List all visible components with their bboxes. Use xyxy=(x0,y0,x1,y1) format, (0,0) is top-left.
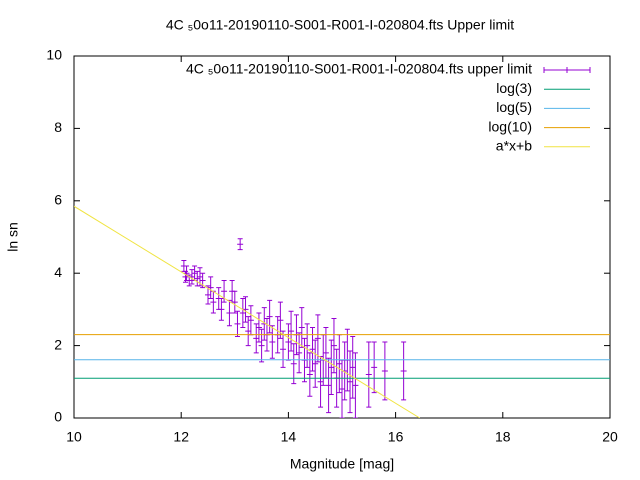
x-tick-label: 14 xyxy=(281,429,297,445)
error-bar xyxy=(182,270,189,283)
error-bar xyxy=(186,274,193,287)
error-bar xyxy=(314,314,321,363)
legend-label: log(5) xyxy=(496,99,532,115)
error-bar xyxy=(196,267,203,287)
error-bar xyxy=(371,341,378,394)
error-bar xyxy=(218,298,225,321)
error-bar xyxy=(352,352,359,418)
error-bar xyxy=(347,350,354,414)
error-bar xyxy=(309,327,316,372)
error-bar xyxy=(253,323,260,354)
x-tick-label: 10 xyxy=(66,429,82,445)
y-tick-label: 8 xyxy=(54,119,62,135)
legend-label: a*x+b xyxy=(496,138,532,154)
legend-label: 4C ₅0o11-20190110-S001-R001-I-020804.fts… xyxy=(186,61,532,77)
error-bar xyxy=(325,357,332,414)
error-bar xyxy=(296,332,303,374)
x-tick-label: 18 xyxy=(495,429,511,445)
error-bar xyxy=(304,323,311,368)
error-bar xyxy=(205,285,211,305)
error-bar xyxy=(226,299,233,327)
error-bar xyxy=(242,296,249,323)
x-axis-label: Magnitude [mag] xyxy=(290,456,394,472)
error-bar xyxy=(330,317,337,374)
error-bar xyxy=(400,341,407,401)
legend-label: log(10) xyxy=(488,118,532,134)
error-bar xyxy=(312,339,319,388)
error-bar xyxy=(328,339,335,395)
error-bar xyxy=(188,269,195,285)
x-tick-label: 20 xyxy=(602,429,618,445)
error-bar xyxy=(341,341,348,401)
y-tick-label: 10 xyxy=(46,47,62,63)
error-bar xyxy=(280,330,287,368)
error-bar xyxy=(207,276,214,300)
error-bar xyxy=(255,312,262,343)
error-bar xyxy=(349,336,356,399)
error-bar xyxy=(336,334,343,394)
error-bar xyxy=(317,355,324,408)
chart-title: 4C ₅0o11-20190110-S001-R001-I-020804.fts… xyxy=(166,17,514,33)
error-bar xyxy=(239,298,246,328)
error-bar xyxy=(269,325,276,359)
error-bar xyxy=(277,301,284,339)
error-bar xyxy=(266,299,273,334)
y-tick-label: 2 xyxy=(54,336,62,352)
error-bar xyxy=(365,341,372,408)
y-tick-label: 6 xyxy=(54,192,62,208)
y-tick-label: 0 xyxy=(54,409,62,425)
error-bar xyxy=(221,279,228,303)
error-bar xyxy=(231,290,238,314)
legend-label: log(3) xyxy=(496,80,532,96)
error-bar xyxy=(298,307,305,348)
error-bar xyxy=(261,307,268,341)
error-bar xyxy=(194,270,201,287)
error-bar xyxy=(288,310,295,352)
error-bar xyxy=(290,343,297,385)
error-bar xyxy=(210,290,217,314)
error-bar xyxy=(234,310,241,338)
error-bar xyxy=(339,359,345,418)
legend-swatch-caps xyxy=(543,67,591,73)
error-bar xyxy=(258,328,265,363)
error-bar xyxy=(245,316,252,347)
line xyxy=(74,205,420,418)
error-bar xyxy=(199,272,206,289)
error-bar xyxy=(381,341,388,401)
error-bar xyxy=(237,238,244,251)
y-tick-label: 4 xyxy=(54,264,62,280)
x-tick-label: 16 xyxy=(388,429,404,445)
error-bar xyxy=(306,352,313,397)
x-tick-label: 12 xyxy=(173,429,189,445)
y-axis-label: ln sn xyxy=(5,222,21,252)
